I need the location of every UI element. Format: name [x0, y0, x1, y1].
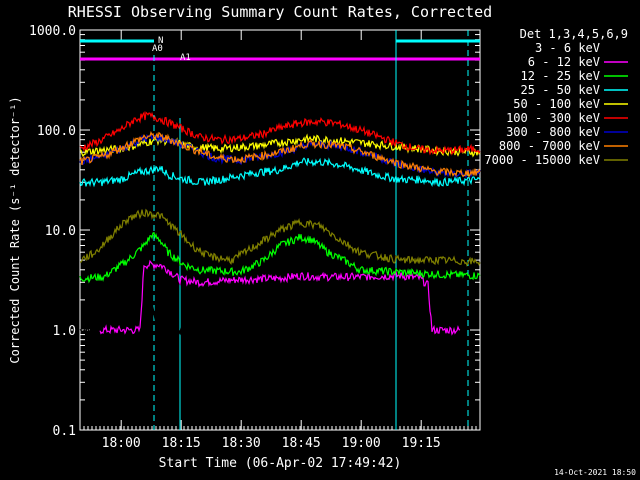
y-tick-label: 1.0: [53, 324, 76, 339]
annotation-label: N: [158, 36, 163, 46]
y-tick-label: 100.0: [37, 124, 76, 139]
legend-label: 100 - 300 keV: [506, 111, 600, 125]
series-line: [79, 133, 481, 158]
y-tick-label: 0.1: [53, 424, 76, 439]
legend-label: 800 - 7000 keV: [499, 139, 600, 153]
legend-title: Det 1,3,4,5,6,9: [520, 27, 628, 41]
legend-label: 6 - 12 keV: [528, 55, 600, 69]
series-line: [79, 231, 481, 284]
series-line: [79, 111, 481, 156]
legend-label: 12 - 25 keV: [521, 69, 600, 83]
x-tick-label: 19:00: [342, 436, 381, 451]
x-tick-label: 18:30: [222, 436, 261, 451]
series-line: [79, 303, 337, 337]
x-tick-label: 18:15: [162, 436, 201, 451]
legend-label: 300 - 800 keV: [506, 125, 600, 139]
chart-title: RHESSI Observing Summary Count Rates, Co…: [68, 3, 492, 21]
series-line: [79, 130, 481, 179]
series-line: [79, 157, 481, 188]
series-line: [79, 208, 481, 267]
legend-label: 50 - 100 keV: [513, 97, 600, 111]
y-tick-label: 1000.0: [29, 24, 76, 39]
legend-label: 3 - 6 keV: [535, 41, 600, 55]
annotation-label: A0: [152, 44, 163, 54]
x-tick-label: 19:15: [402, 436, 441, 451]
y-axis-label: Corrected Count Rate (s⁻¹ detector⁻¹): [8, 96, 22, 363]
legend-label: 7000 - 15000 keV: [484, 153, 600, 167]
timestamp-label: 14-Oct-2021 18:50: [554, 468, 636, 477]
plot-area: 0.1 1.0 10.0 100.0 1000.0 18:00 18:15 18:30 18:4…: [29, 24, 481, 451]
x-tick-label: 18:45: [282, 436, 321, 451]
series-line: [99, 259, 461, 336]
annotation-label: A1: [180, 53, 191, 63]
x-axis-label: Start Time (06-Apr-02 17:49:42): [159, 456, 402, 471]
y-tick-label: 10.0: [45, 224, 76, 239]
legend-label: 25 - 50 keV: [521, 83, 600, 97]
x-tick-label: 18:00: [102, 436, 141, 451]
